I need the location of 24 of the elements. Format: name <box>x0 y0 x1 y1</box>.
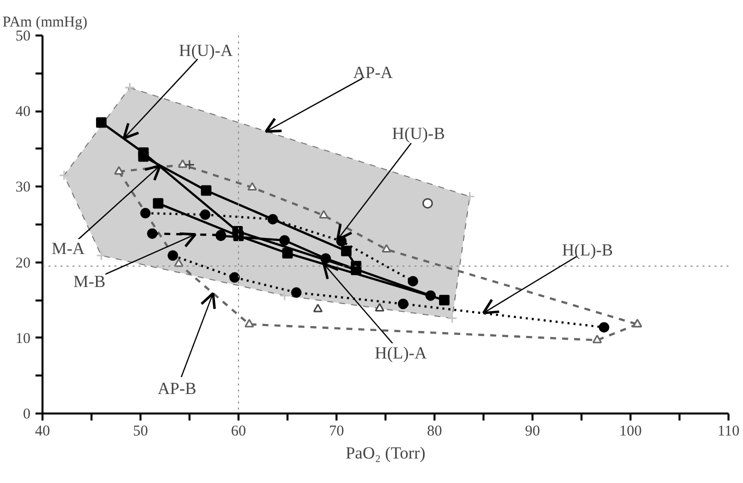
annotation: H(L)-A <box>374 343 428 362</box>
annotation: AP-A <box>353 63 394 82</box>
annotation: M-B <box>73 272 106 291</box>
y-tick-label: 50 <box>16 28 30 44</box>
annotation: H(U)-A <box>178 40 234 60</box>
x-axis-title: PaO₂ (Torr) <box>346 444 426 462</box>
annotation: M-A <box>52 239 86 258</box>
y-tick-label: 10 <box>16 330 30 347</box>
y-tick-label: 0 <box>23 406 30 422</box>
x-tick-label: 60 <box>231 424 246 440</box>
annotation: H(L)-B <box>562 240 613 260</box>
y-tick-label: 20 <box>16 255 30 272</box>
x-tick-label: 70 <box>329 424 344 440</box>
x-tick-label: 50 <box>133 424 148 440</box>
x-tick-label: 40 <box>35 424 50 440</box>
y-tick-label: 40 <box>16 104 30 120</box>
x-tick-label: 90 <box>525 424 540 440</box>
x-tick-label: 110 <box>718 424 740 440</box>
annotation: H(U)-B <box>392 124 445 144</box>
y-axis-title: PAm (mmHg) <box>2 14 88 30</box>
x-tick-label: 80 <box>427 424 442 440</box>
y-tick-label: 30 <box>16 180 30 196</box>
x-tick-label: 100 <box>619 424 642 440</box>
annotation: AP-B <box>158 378 196 398</box>
